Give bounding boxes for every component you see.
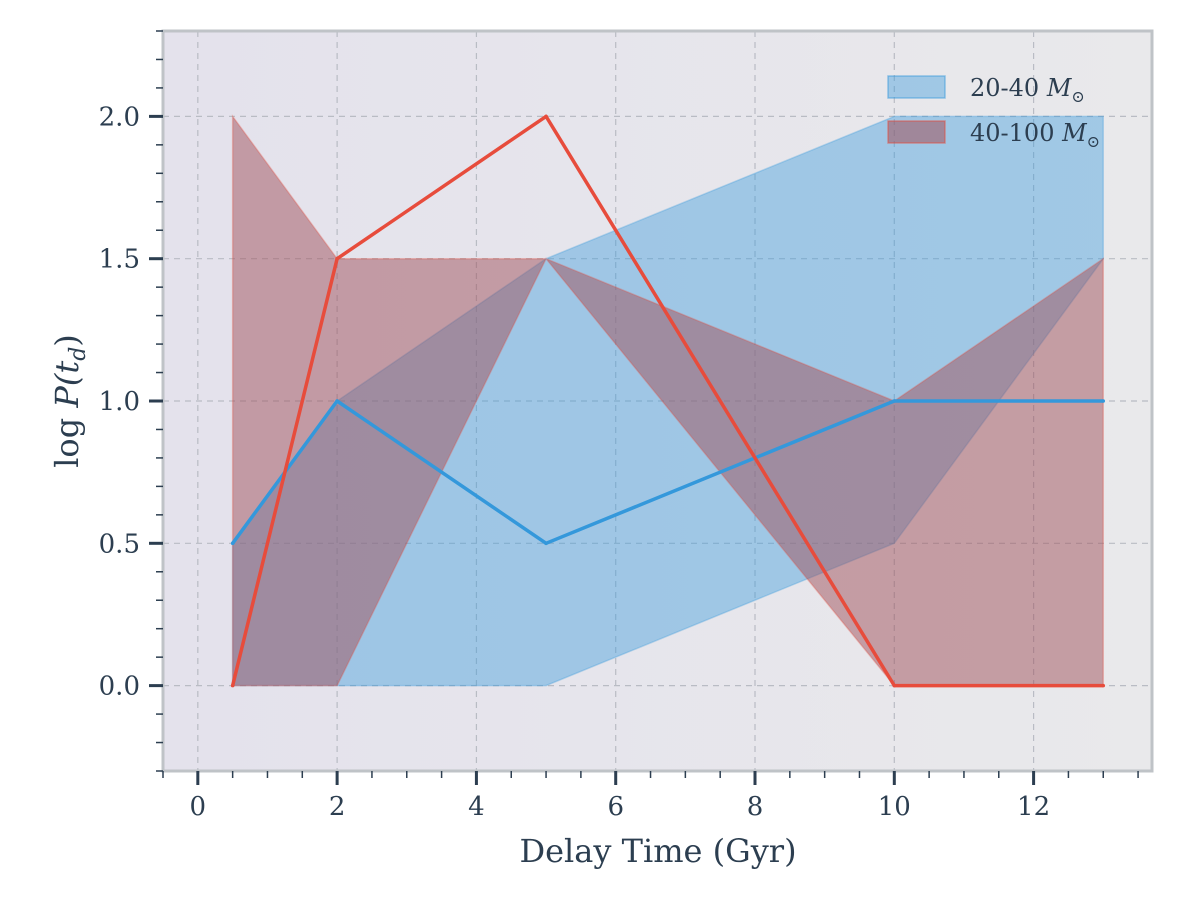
x-tick-label-4: 4 — [468, 792, 485, 822]
series-1-point-4 — [1101, 683, 1106, 688]
series-lines — [230, 114, 1106, 688]
legend-label-20-40: 20-40 M⊙ — [970, 74, 1085, 106]
series-1-point-1 — [335, 256, 339, 261]
x-tick-label-0: 0 — [190, 792, 207, 822]
x-tick-label-2: 2 — [329, 792, 346, 822]
y-tick-label-0: 0.0 — [99, 672, 140, 702]
series-0-point-3 — [892, 399, 897, 403]
series-1-point-2 — [544, 114, 548, 119]
legend-swatch-20-40 — [887, 75, 946, 99]
series-1-point-3 — [892, 683, 897, 688]
y-tick-label-1_5: 1.5 — [99, 245, 140, 275]
axis-tick-labels: 0 2 4 6 8 10 12 0.0 0.5 1.0 1.5 2.0 — [99, 102, 1051, 822]
y-axis-title: log P(td) — [48, 334, 91, 468]
y-tick-label-1: 1.0 — [99, 387, 140, 417]
series-0-point-1 — [335, 399, 339, 403]
axis-ticks — [149, 30, 1139, 785]
legend-label-40-100: 40-100 M⊙ — [970, 119, 1100, 151]
series-0-point-2 — [544, 541, 548, 546]
y-tick-label-0_5: 0.5 — [99, 529, 140, 559]
series-0-point-4 — [1101, 399, 1106, 403]
legend-swatch-40-100 — [887, 120, 946, 144]
x-tick-label-8: 8 — [747, 792, 764, 822]
x-tick-label-12: 12 — [1017, 792, 1050, 822]
x-tick-label-6: 6 — [607, 792, 624, 822]
legend: 20-40 M⊙ 40-100 M⊙ — [887, 74, 1100, 151]
x-tick-label-10: 10 — [878, 792, 911, 822]
series-1-point-0 — [230, 683, 235, 688]
x-axis-title: Delay Time (Gyr) — [519, 832, 796, 870]
series-0-point-0 — [230, 541, 235, 546]
y-tick-label-2: 2.0 — [99, 102, 140, 132]
